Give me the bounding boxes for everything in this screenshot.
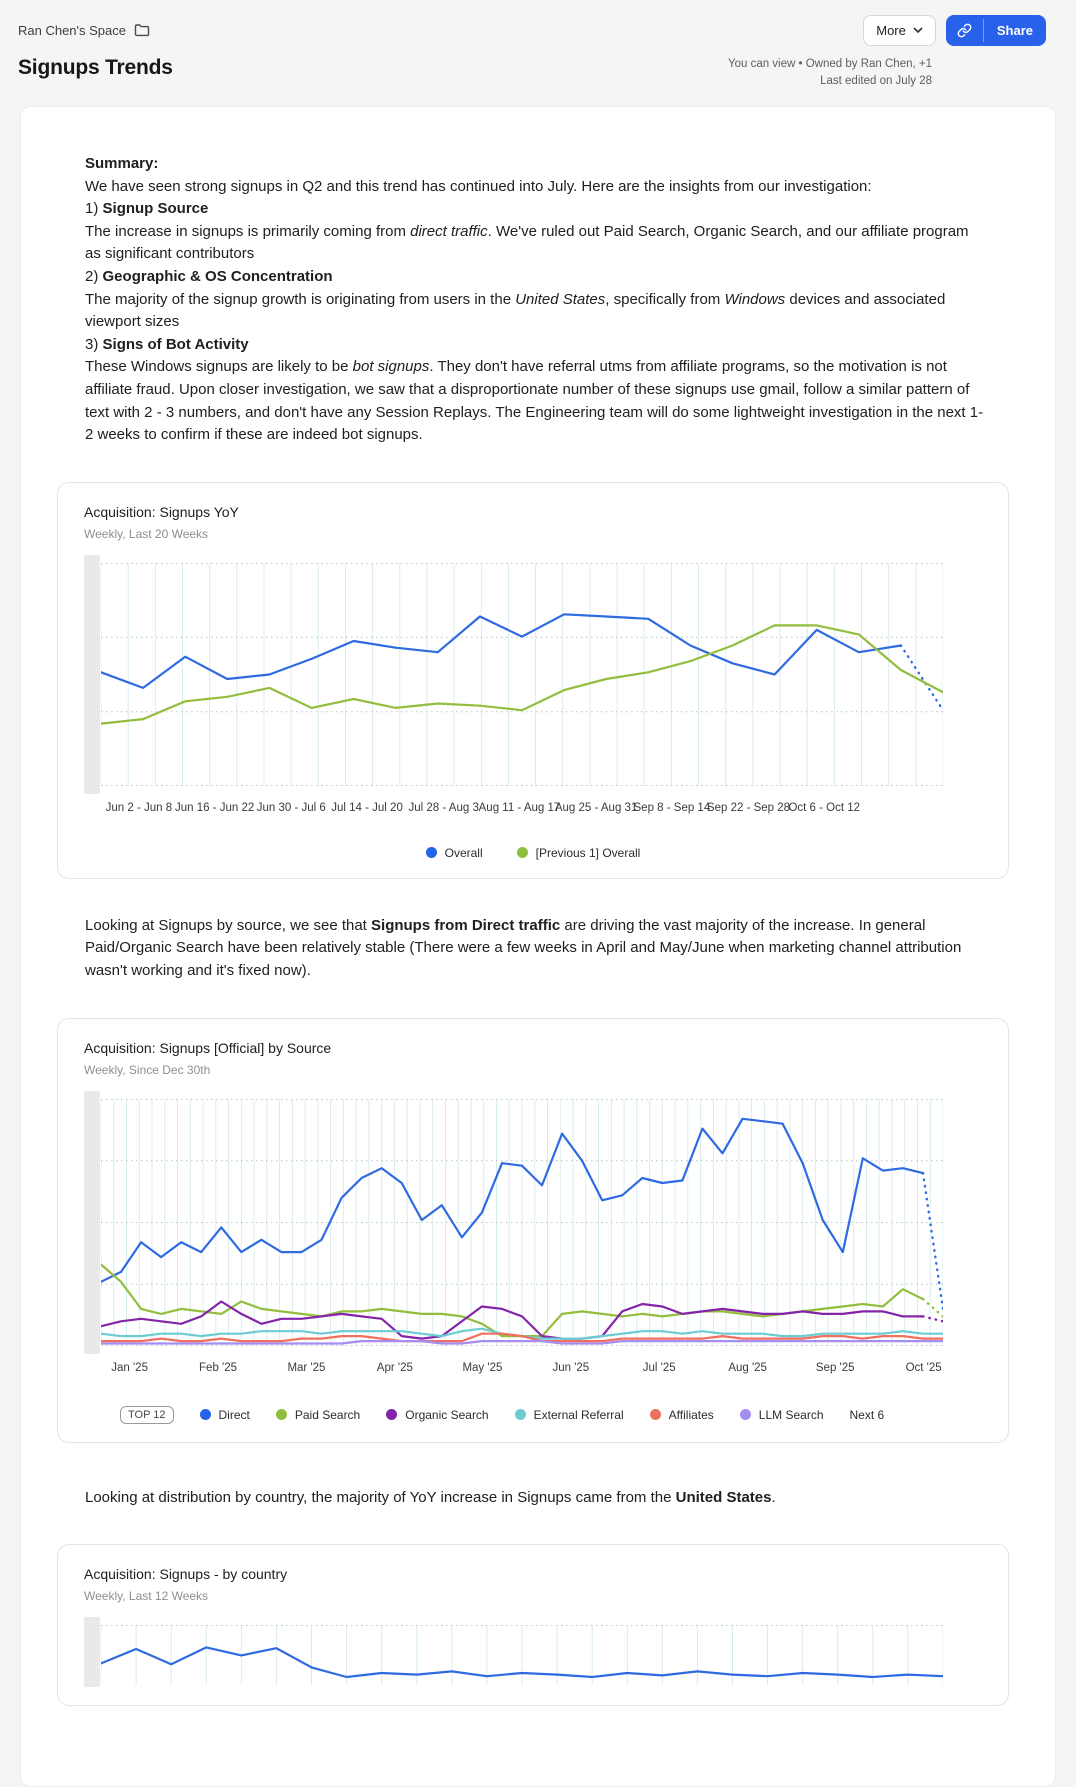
x-tick-label: Jul 28 - Aug 3 (408, 801, 479, 814)
summary-line: The majority of the signup growth is ori… (85, 290, 946, 331)
chevron-down-icon (913, 27, 923, 33)
x-tick-label: Oct '25 (905, 1361, 942, 1374)
line-chart-canvas (101, 562, 943, 786)
chart-card-signups-by-source: Acquisition: Signups [Official] by Sourc… (57, 1017, 1009, 1443)
page-title: Signups Trends (18, 56, 173, 79)
chart-legend: TOP 12 Direct Paid Search Organic Search Ext… (120, 1405, 982, 1424)
legend-label: External Referral (533, 1407, 624, 1422)
button-divider (982, 18, 984, 42)
doc-meta: You can view • Owned by Ran Chen, +1 Las… (728, 56, 932, 90)
legend-item[interactable]: Overall (425, 845, 483, 860)
x-tick-label: Oct 6 - Oct 12 (788, 801, 861, 814)
chart-subtitle: Weekly, Since Dec 30th (84, 1062, 211, 1077)
legend-item[interactable]: Organic Search (386, 1407, 489, 1422)
legend-label: [Previous 1] Overall (535, 845, 641, 860)
chart-plot-area (84, 1617, 982, 1688)
line-chart-canvas (101, 1098, 943, 1346)
legend-label: Paid Search (294, 1407, 361, 1422)
copy-link-button[interactable] (946, 15, 983, 46)
x-tick-label: Jun 16 - Jun 22 (175, 801, 255, 814)
legend-dot-icon (386, 1409, 398, 1420)
x-axis-labels: Jan '25 Feb '25 Mar '25 Apr '25 May '25 Jun '… (101, 1354, 943, 1396)
x-tick-label: Aug 25 - Aug 31 (554, 801, 638, 814)
legend-dot-icon (739, 1409, 751, 1420)
x-tick-label: Jan '25 (111, 1361, 148, 1374)
share-button[interactable]: Share (996, 22, 1033, 38)
doc-permissions: You can view • Owned by Ran Chen, +1 (727, 58, 932, 70)
share-split-button: Share (945, 14, 1046, 46)
legend-dot-icon (516, 847, 528, 859)
x-tick-label: Aug '25 (728, 1361, 767, 1374)
chart-title: Acquisition: Signups - by country (84, 1566, 288, 1583)
document-panel: Summary: We have seen strong signups in Q… (20, 106, 1056, 1787)
x-axis-labels: Jun 2 - Jun 8 Jun 16 - Jun 22 Jun 30 - Jul… (101, 794, 943, 836)
legend-item[interactable]: Direct (199, 1407, 250, 1422)
legend-dot-icon (199, 1409, 211, 1420)
legend-label: Direct (218, 1407, 250, 1422)
x-tick-label: Jun 30 - Jul 6 (256, 801, 326, 814)
x-tick-label: Jun 2 - Jun 8 (105, 801, 173, 814)
chart-plot-area (84, 554, 982, 794)
legend-label: Affiliates (668, 1407, 714, 1422)
space-name: Ran Chen's Space (18, 22, 126, 38)
legend-dot-icon (649, 1409, 661, 1420)
y-axis-redacted-bar (84, 1090, 100, 1354)
legend-item[interactable]: Affiliates (649, 1407, 714, 1422)
chart-card-signups-yoy: Acquisition: Signups YoY Weekly, Last 20… (57, 481, 1009, 879)
y-axis-redacted-bar (84, 554, 100, 794)
summary-line: 2) Geographic & OS Concentration (85, 267, 333, 285)
x-tick-label: Sep 22 - Sep 28 (706, 801, 791, 814)
paragraph-by-source: Looking at Signups by source, we see tha… (85, 916, 962, 979)
chart-legend: Overall [Previous 1] Overall (84, 846, 982, 860)
chart-subtitle: Weekly, Last 20 Weeks (84, 526, 209, 541)
summary-text: Summary: We have seen strong signups in Q… (85, 153, 987, 447)
x-tick-label: May '25 (462, 1361, 503, 1374)
line-chart-canvas (101, 1625, 943, 1686)
more-button-label: More (876, 22, 906, 38)
x-tick-label: Jul 14 - Jul 20 (331, 801, 403, 814)
x-tick-label: Jun '25 (552, 1361, 590, 1374)
legend-item[interactable]: External Referral (514, 1407, 624, 1422)
legend-dot-icon (275, 1409, 287, 1420)
legend-next6[interactable]: Next 6 (849, 1407, 885, 1422)
topbar-actions: More Share (863, 14, 1046, 46)
chart-subtitle: Weekly, Last 12 Weeks (84, 1589, 209, 1604)
folder-icon (134, 23, 150, 37)
summary-line: 3) Signs of Bot Activity (85, 335, 249, 353)
chart-card-signups-by-country: Acquisition: Signups - by country Weekly… (57, 1544, 1009, 1707)
x-tick-label: Sep 8 - Sep 14 (633, 801, 711, 814)
x-tick-label: Jul '25 (642, 1361, 676, 1374)
breadcrumb-space[interactable]: Ran Chen's Space (18, 23, 150, 38)
link-icon (957, 23, 972, 38)
title-bar: Signups Trends You can view • Owned by R… (0, 46, 1076, 90)
more-button[interactable]: More (863, 14, 936, 46)
chart-title: Acquisition: Signups YoY (84, 503, 239, 520)
summary-line: 1) Signup Source (85, 200, 209, 218)
legend-label: LLM Search (758, 1407, 824, 1422)
y-axis-redacted-bar (84, 1617, 100, 1688)
chart-plot-area (84, 1090, 982, 1354)
legend-item[interactable]: LLM Search (739, 1407, 824, 1422)
paragraph-by-country: Looking at distribution by country, the … (85, 1488, 776, 1506)
summary-line: We have seen strong signups in Q2 and th… (85, 177, 872, 195)
x-tick-label: Apr '25 (376, 1361, 413, 1374)
legend-label: Overall (444, 845, 483, 860)
top-bar: Ran Chen's Space More Sh (0, 0, 1076, 46)
x-tick-label: Sep '25 (815, 1361, 855, 1374)
chart-title: Acquisition: Signups [Official] by Sourc… (84, 1039, 332, 1056)
x-tick-label: Aug 11 - Aug 17 (478, 801, 561, 814)
legend-dot-icon (425, 847, 437, 859)
legend-top12-badge[interactable]: TOP 12 (120, 1405, 174, 1424)
x-tick-label: Feb '25 (199, 1361, 238, 1374)
legend-item[interactable]: Paid Search (275, 1407, 361, 1422)
summary-line: These Windows signups are likely to be b… (85, 358, 984, 444)
legend-label: Organic Search (405, 1407, 489, 1422)
doc-last-edited: Last edited on July 28 (820, 75, 932, 87)
legend-dot-icon (514, 1409, 526, 1420)
summary-line: Summary: (85, 155, 159, 172)
legend-item[interactable]: [Previous 1] Overall (516, 845, 641, 860)
summary-line: The increase in signups is primarily com… (85, 222, 969, 263)
x-tick-label: Mar '25 (287, 1361, 326, 1374)
